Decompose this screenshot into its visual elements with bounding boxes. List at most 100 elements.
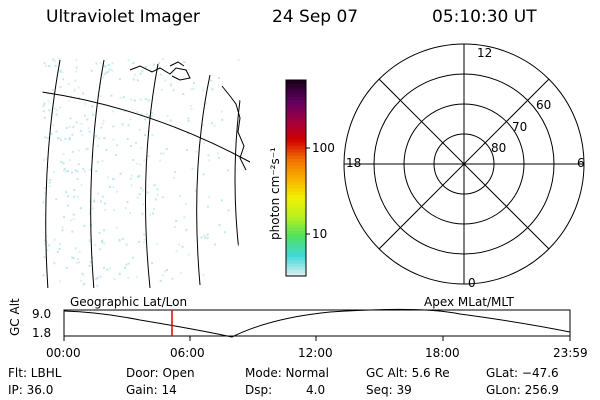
colorbar-band (286, 119, 306, 124)
uv-speckle (149, 213, 152, 216)
uv-speckle (88, 240, 91, 243)
timeline-ymax: 9.0 (32, 307, 52, 321)
colorbar-band (286, 220, 306, 225)
uv-speckle (63, 216, 65, 219)
uv-speckle (158, 62, 160, 65)
uv-speckle (103, 266, 106, 269)
uv-speckle (55, 130, 58, 133)
uv-speckle (56, 251, 59, 253)
uv-speckle (77, 163, 80, 166)
uv-speckle (162, 152, 165, 155)
uv-speckle (76, 261, 79, 264)
uv-speckle (59, 139, 62, 142)
uv-speckle (100, 200, 102, 203)
uv-speckle (68, 136, 71, 139)
uv-speckle (115, 190, 118, 193)
mlt-label-12: 12 (477, 46, 493, 60)
uv-speckle (53, 171, 56, 174)
uv-speckle (67, 204, 69, 207)
uv-speckle (55, 113, 58, 116)
uv-speckle (121, 238, 124, 240)
uv-speckle (165, 148, 168, 150)
colorbar-band (286, 106, 306, 110)
uv-speckle (53, 238, 56, 241)
uv-speckle (70, 219, 72, 222)
uv-speckle (143, 233, 146, 236)
uv-speckle (111, 110, 114, 113)
status-flt: Flt: LBHL (8, 366, 62, 380)
uv-speckle (79, 279, 82, 282)
lat-label-60: 60 (536, 98, 552, 112)
status-glon: GLon: 256.9 (486, 383, 559, 397)
uv-speckle (220, 110, 223, 113)
map-field (41, 58, 251, 288)
uv-speckle (148, 115, 151, 117)
uv-speckle (81, 134, 84, 137)
uv-speckle (102, 64, 105, 67)
uv-speckle (129, 118, 132, 121)
colorbar-band (286, 151, 306, 156)
uv-speckle (61, 226, 64, 229)
uv-speckle (125, 244, 128, 247)
uv-speckle (77, 149, 80, 152)
colorbar-band (286, 138, 306, 143)
timeline-axis-label: GC Alt (8, 298, 22, 336)
uv-speckle (71, 133, 74, 136)
uv-speckle (79, 207, 82, 210)
uv-speckle (63, 169, 65, 172)
uv-speckle (112, 138, 115, 141)
uv-speckle (190, 88, 193, 91)
uv-speckle (187, 119, 190, 122)
uv-speckle (44, 243, 47, 246)
uv-speckle (211, 88, 214, 91)
uv-speckle (46, 166, 49, 169)
uv-speckle (43, 158, 46, 161)
uv-speckle (192, 82, 195, 84)
uv-speckle (191, 167, 194, 170)
uv-speckle (62, 152, 65, 155)
uv-speckle (150, 115, 153, 118)
uv-speckle (65, 170, 68, 173)
uv-speckle (88, 264, 91, 267)
uv-speckle (112, 125, 115, 128)
colorbar-band (286, 227, 306, 231)
uv-speckle (139, 72, 142, 75)
uv-speckle (178, 243, 181, 246)
uv-speckle (99, 86, 101, 89)
colorbar-band (286, 269, 306, 274)
colorbar-band (286, 240, 306, 244)
uv-speckle (171, 277, 174, 280)
colorbar-band (286, 246, 306, 251)
colorbar-band (286, 168, 306, 173)
uv-speckle (189, 105, 192, 108)
uv-speckle (54, 64, 57, 67)
uv-speckle (61, 71, 64, 74)
colorbar-band (286, 184, 306, 189)
uv-speckle (43, 186, 46, 189)
uv-speckle (129, 212, 131, 214)
colorbar-gradient (286, 80, 306, 277)
uv-speckle (112, 186, 115, 189)
colorbar-band (286, 259, 306, 264)
colorbar-band (286, 171, 306, 176)
uv-speckle (86, 147, 89, 150)
uv-speckle (76, 195, 79, 198)
colorbar-band (286, 174, 306, 179)
uv-speckle (146, 191, 149, 194)
uv-speckle (68, 125, 71, 128)
uv-speckle (151, 134, 154, 136)
uv-speckle (125, 263, 128, 266)
colorbar-band (286, 243, 306, 248)
colorbar-band (286, 83, 306, 88)
uv-speckle (74, 88, 76, 91)
uv-speckle (138, 174, 141, 177)
uv-speckle (218, 224, 221, 226)
uv-speckle (58, 280, 61, 283)
uv-speckle (174, 226, 177, 228)
uv-speckle (156, 188, 159, 191)
timeline-right-label: Apex MLat/MLT (424, 295, 514, 309)
uv-speckle (69, 117, 72, 120)
colorbar-band (286, 217, 306, 222)
uv-speckle (72, 213, 75, 216)
